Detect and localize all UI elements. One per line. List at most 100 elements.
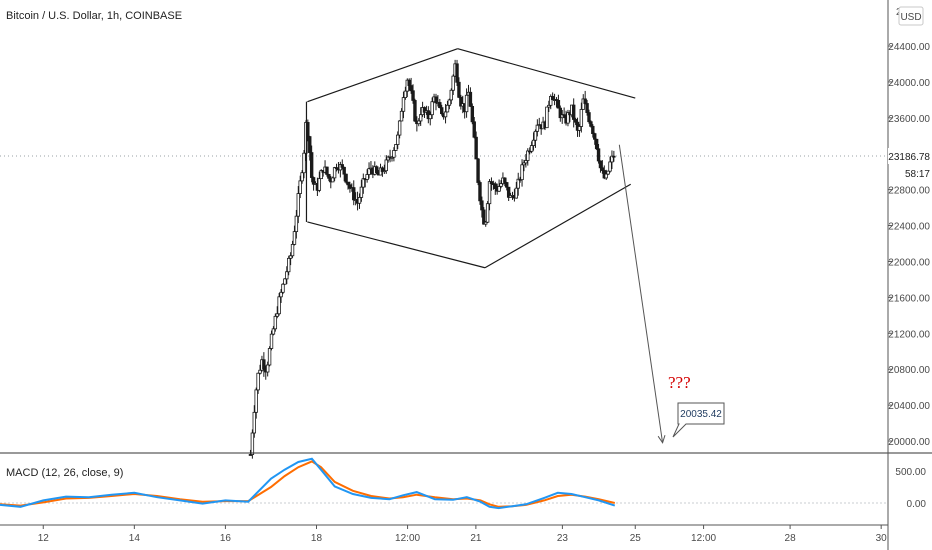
candle-body xyxy=(485,203,490,223)
time-tick-label: 18 xyxy=(311,533,323,544)
candle-body xyxy=(411,90,415,101)
price-tick-label: 24400.00 xyxy=(888,42,930,53)
candle-body xyxy=(250,432,255,455)
candle-body xyxy=(447,99,452,106)
candle-body xyxy=(380,167,385,172)
candle-body xyxy=(556,100,561,109)
candle-body xyxy=(533,130,538,141)
candle-body xyxy=(451,75,455,91)
candle-body xyxy=(589,121,593,127)
candle-body xyxy=(290,243,295,257)
candle-body xyxy=(587,112,591,123)
candle-body xyxy=(258,369,262,374)
projection-arrow xyxy=(618,144,664,443)
candle-body xyxy=(604,173,608,179)
currency-button[interactable]: USD xyxy=(898,6,924,26)
candle-body xyxy=(434,96,438,104)
candle-body xyxy=(413,100,417,122)
time-tick-label: 21 xyxy=(470,533,482,544)
price-axis-ticks: 20000.00 20400.00 20800.00 21200.00 21600.00… xyxy=(888,42,930,448)
candle-body xyxy=(327,174,331,179)
candle-body xyxy=(449,89,453,101)
candle-body xyxy=(497,186,501,192)
price-tick-label: 20800.00 xyxy=(888,365,930,376)
candle-body xyxy=(529,145,534,152)
time-tick-label: 16 xyxy=(220,533,232,544)
countdown-badge-box xyxy=(912,166,932,181)
candle-body xyxy=(361,178,366,188)
candle-body xyxy=(277,296,281,315)
candle-body xyxy=(440,107,444,115)
candle-body xyxy=(468,91,473,107)
candle-body xyxy=(524,160,528,164)
last-price-label: 23186.78 xyxy=(888,152,930,163)
candle-body xyxy=(457,81,461,98)
candle-body xyxy=(476,158,480,183)
candle-body xyxy=(357,197,362,204)
candle-body xyxy=(352,187,356,201)
candle-body xyxy=(606,170,610,175)
candle-body xyxy=(608,161,612,172)
candle-body xyxy=(482,209,486,225)
candle-body xyxy=(443,111,448,118)
pattern-lines xyxy=(305,48,636,269)
candle-body xyxy=(506,186,511,198)
price-pane-bg xyxy=(0,0,888,453)
candle-body xyxy=(438,102,442,109)
target-callout-label: 20035.42 xyxy=(680,409,722,420)
candle-body xyxy=(281,283,285,293)
annotation-question-marks: ??? xyxy=(668,373,691,392)
currency-button-label[interactable]: USD xyxy=(900,12,921,23)
candle-body xyxy=(464,94,469,113)
candle-body xyxy=(591,125,595,135)
candle-body xyxy=(474,136,478,160)
time-tick-label: 28 xyxy=(785,533,797,544)
candle-body xyxy=(522,162,526,166)
candle-body xyxy=(348,184,352,189)
candle-body xyxy=(585,103,589,113)
chart-title: Bitcoin / U.S. Dollar, 1h, COINBASE xyxy=(6,10,182,22)
candle-body xyxy=(390,156,394,159)
candle-body xyxy=(549,96,553,106)
candle-body xyxy=(308,136,312,153)
candle-body xyxy=(392,150,396,158)
candle-body xyxy=(386,156,390,161)
candle-body xyxy=(516,178,520,189)
candle-body xyxy=(470,106,475,123)
candle-body xyxy=(382,170,387,173)
candle-body xyxy=(478,182,482,202)
candle-body xyxy=(612,155,616,158)
candle-body xyxy=(271,328,276,335)
macd-axis-ticks: 0.00 500.00 xyxy=(895,467,926,510)
candle-body xyxy=(489,181,494,185)
candle-body xyxy=(545,106,549,129)
countdown-badge: 58:17 xyxy=(905,166,932,181)
projection-arrowhead xyxy=(657,435,666,444)
candle-body xyxy=(296,193,300,217)
candle-body xyxy=(273,315,278,330)
candle-body xyxy=(598,160,603,169)
price-tick-label: 21600.00 xyxy=(888,293,930,304)
candle-body xyxy=(397,120,402,136)
candle-body xyxy=(256,372,260,391)
price-axis: 20000.00 20400.00 20800.00 21200.00 21600.00… xyxy=(887,0,932,550)
candle-body xyxy=(535,124,540,132)
candle-body xyxy=(344,173,348,183)
pattern-line-lower-left xyxy=(307,221,486,269)
candle-body xyxy=(472,121,476,138)
time-tick-label: 23 xyxy=(557,533,569,544)
candle-body xyxy=(309,152,314,178)
pattern-line-upper-left xyxy=(307,48,458,103)
candle-body xyxy=(409,85,413,92)
candle-body xyxy=(332,167,337,179)
time-axis-ticks: 12 14 16 18 12:00 21 23 25 12:00 28 30 xyxy=(38,525,887,544)
price-tick-label: 20400.00 xyxy=(888,401,930,412)
candle-body xyxy=(581,98,585,110)
candle-body xyxy=(300,172,304,182)
currency-button-box[interactable] xyxy=(898,6,924,26)
candle-body xyxy=(418,114,423,122)
candle-body xyxy=(493,183,497,189)
candle-body xyxy=(384,159,388,172)
candle-body xyxy=(583,98,587,104)
candle-body xyxy=(325,166,329,175)
